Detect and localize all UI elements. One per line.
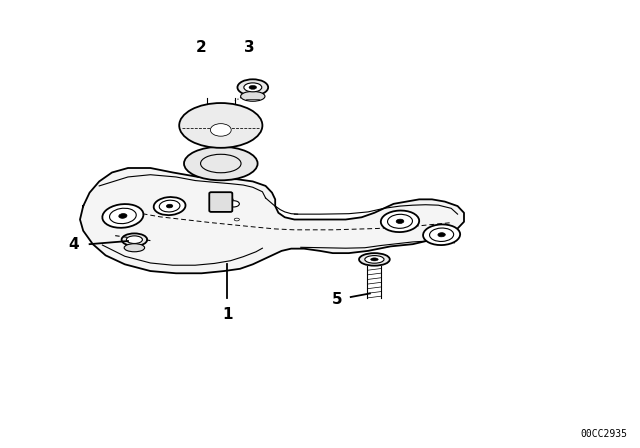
Ellipse shape [244,83,262,92]
Ellipse shape [127,236,143,244]
Ellipse shape [211,124,231,136]
Polygon shape [80,168,464,273]
Ellipse shape [184,147,257,180]
Ellipse shape [429,228,454,241]
Ellipse shape [122,233,147,246]
Ellipse shape [381,211,419,232]
Ellipse shape [119,214,127,218]
Ellipse shape [396,219,404,224]
Ellipse shape [249,85,257,90]
Text: 00CC2935: 00CC2935 [580,429,627,439]
Ellipse shape [166,204,173,208]
Ellipse shape [438,233,445,237]
Ellipse shape [237,79,268,95]
Ellipse shape [371,258,378,261]
Ellipse shape [234,218,239,221]
Ellipse shape [109,208,136,224]
Ellipse shape [102,204,143,228]
Text: 1: 1 [222,307,232,322]
Text: 4: 4 [68,237,79,252]
Ellipse shape [159,200,180,212]
Ellipse shape [179,103,262,148]
Ellipse shape [124,244,145,252]
Ellipse shape [200,154,241,173]
Text: 3: 3 [244,39,255,55]
Ellipse shape [359,253,390,266]
Ellipse shape [388,214,412,228]
Ellipse shape [423,224,460,245]
Text: 5: 5 [332,292,342,307]
FancyBboxPatch shape [209,192,232,212]
Ellipse shape [241,91,265,101]
Text: 2: 2 [196,39,207,55]
Ellipse shape [154,197,186,215]
Ellipse shape [228,201,239,207]
Ellipse shape [365,255,384,263]
